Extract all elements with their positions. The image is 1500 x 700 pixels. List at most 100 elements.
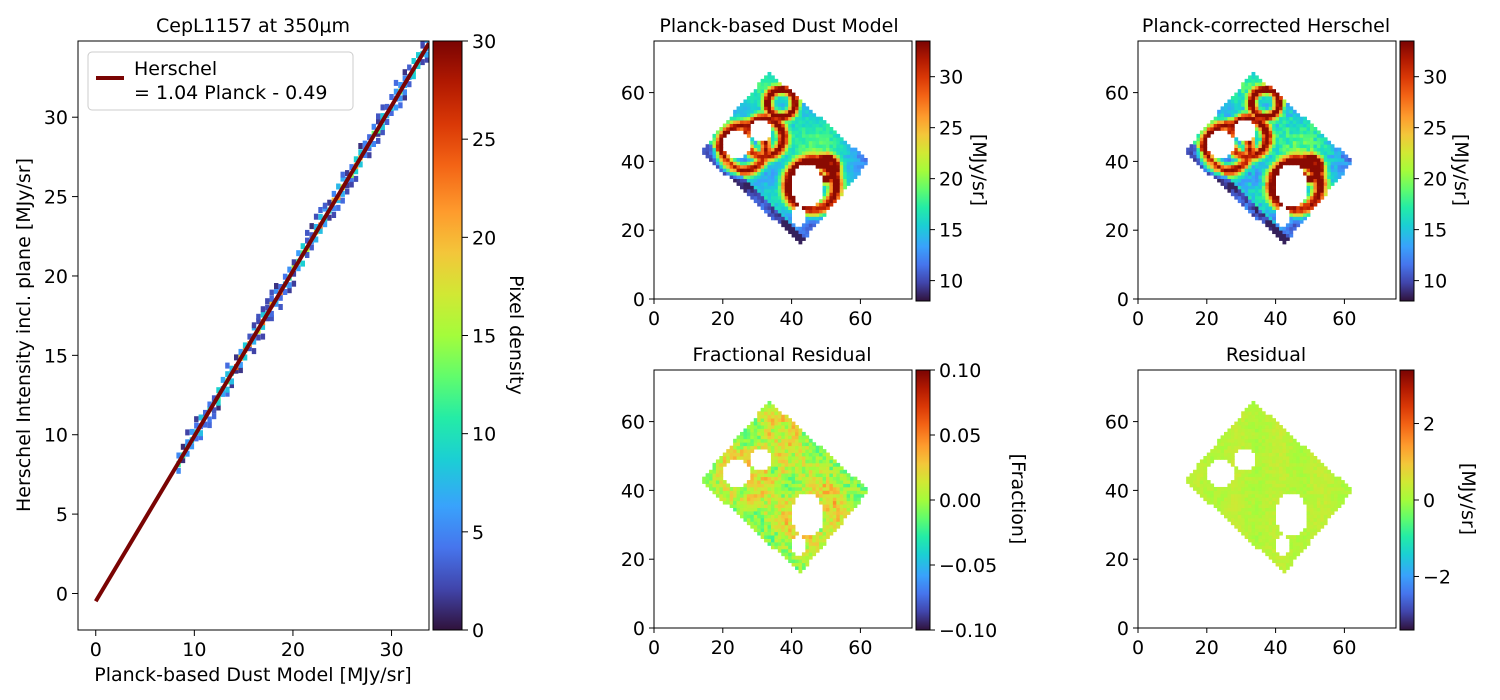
map-xtick-label: 40 — [780, 308, 804, 330]
density-cell — [203, 421, 208, 428]
map-ytick-label: 0 — [633, 618, 645, 640]
density-cell — [305, 252, 310, 258]
density-ytick-label: 0 — [56, 583, 68, 605]
density-cell — [238, 367, 243, 374]
density-cell — [420, 42, 425, 49]
density-cell — [260, 311, 266, 318]
density-cell — [180, 443, 186, 450]
density-cell — [380, 129, 385, 136]
density-colorbar: 0 5 10 15 20 25 30 Pixel density — [432, 31, 527, 642]
density-cell — [278, 304, 283, 310]
density-cell — [358, 149, 363, 156]
density-cell — [367, 152, 372, 159]
density-cell — [189, 428, 195, 435]
map-colorbar-gradient — [1399, 369, 1415, 631]
density-cell — [353, 168, 359, 175]
density-cell — [398, 102, 403, 109]
density-cell — [407, 81, 412, 88]
map-colorbar-label: [MJy/sr] — [968, 134, 990, 206]
density-yticks: 0 5 10 15 20 25 30 — [44, 107, 78, 605]
density-cell — [287, 266, 292, 273]
density-cell — [256, 313, 261, 320]
map-title: Planck-based Dust Model — [659, 15, 898, 37]
density-cell — [282, 273, 288, 280]
map-ytick-label: 40 — [1105, 151, 1129, 173]
density-colorbar-gradient — [432, 40, 463, 631]
density-cell — [318, 207, 323, 213]
density-cell — [358, 161, 363, 168]
density-cell — [376, 130, 381, 137]
density-cell — [247, 333, 252, 340]
map-colorbar-label: [Fraction] — [1007, 454, 1029, 545]
map-xtick-label: 0 — [1132, 308, 1144, 330]
density-cell — [194, 416, 199, 423]
map-ytick-label: 20 — [1105, 220, 1129, 242]
density-cell — [207, 416, 212, 423]
density-cell — [349, 181, 354, 188]
density-cell — [287, 282, 292, 289]
map-title: Planck-corrected Herschel — [1142, 15, 1390, 37]
density-title: CepL1157 at 350μm — [156, 15, 350, 37]
density-cell — [340, 171, 345, 178]
density-cell — [318, 227, 323, 234]
map-axes-frame — [653, 369, 913, 629]
density-cell — [402, 94, 407, 101]
density-cell — [380, 124, 385, 130]
density-cell — [309, 244, 314, 251]
map-colorbar-tick-label: 25 — [939, 118, 963, 140]
density-colorbar-label: Pixel density — [505, 275, 527, 395]
density-cell — [393, 104, 399, 111]
density-cell — [265, 298, 270, 305]
map-colorbar-tick-label: 0 — [1423, 490, 1435, 512]
density-cell — [220, 390, 226, 397]
density-cell — [291, 259, 297, 266]
legend-label-line2: = 1.04 Planck - 0.49 — [134, 82, 327, 104]
density-cell — [340, 197, 345, 204]
density-cell — [251, 322, 257, 329]
density-ytick-label: 30 — [44, 107, 68, 129]
density-cell — [185, 439, 190, 446]
density-cell — [313, 213, 319, 220]
density-cell — [300, 260, 305, 267]
map-ytick-label: 0 — [633, 289, 645, 311]
map-colorbar-tick-label: 0.00 — [939, 490, 981, 512]
density-cell — [198, 434, 203, 441]
density-cell — [260, 333, 266, 340]
density-cell — [274, 283, 279, 289]
map-image — [1186, 71, 1352, 245]
density-cell — [424, 51, 429, 58]
density-cell — [260, 323, 266, 330]
map-xtick-label: 40 — [780, 637, 804, 659]
density-ytick-label: 25 — [44, 187, 68, 209]
map-colorbar-label: [MJy/sr] — [1450, 134, 1472, 206]
map-colorbar-tick-label: −0.10 — [939, 620, 997, 642]
density-cell — [234, 354, 239, 361]
density-cell — [238, 348, 243, 355]
map-colorbar-label: [MJy/sr] — [1457, 463, 1479, 535]
density-cell — [345, 170, 350, 177]
map-xtick-label: 0 — [1132, 637, 1144, 659]
density-cell — [207, 401, 212, 408]
map-xtick-label: 20 — [711, 308, 735, 330]
density-cell — [185, 429, 190, 436]
density-legend: Herschel = 1.04 Planck - 0.49 — [87, 51, 354, 111]
density-colorbar-tick-label: 20 — [472, 227, 496, 249]
map-ytick-label: 0 — [1117, 289, 1129, 311]
density-cell — [216, 399, 221, 406]
density-cell — [389, 94, 394, 100]
density-cell — [216, 387, 221, 394]
density-cell — [256, 334, 261, 341]
density-cell — [269, 289, 274, 296]
density-cell — [367, 134, 372, 141]
density-cell — [260, 306, 266, 313]
density-cell — [313, 224, 319, 230]
map-xtick-label: 0 — [648, 637, 660, 659]
density-cell — [269, 315, 274, 322]
density-cell — [265, 315, 270, 322]
density-cell — [376, 137, 381, 144]
map-colorbar-tick-label: 30 — [939, 67, 963, 89]
map-panel-dust-model: Planck-based Dust Model [MJy/sr] 0 20 40 60… — [621, 15, 990, 330]
map-xtick-label: 60 — [848, 637, 872, 659]
density-colorbar-ticks: 0 5 10 15 20 25 30 — [462, 31, 496, 642]
density-cell — [225, 362, 230, 369]
